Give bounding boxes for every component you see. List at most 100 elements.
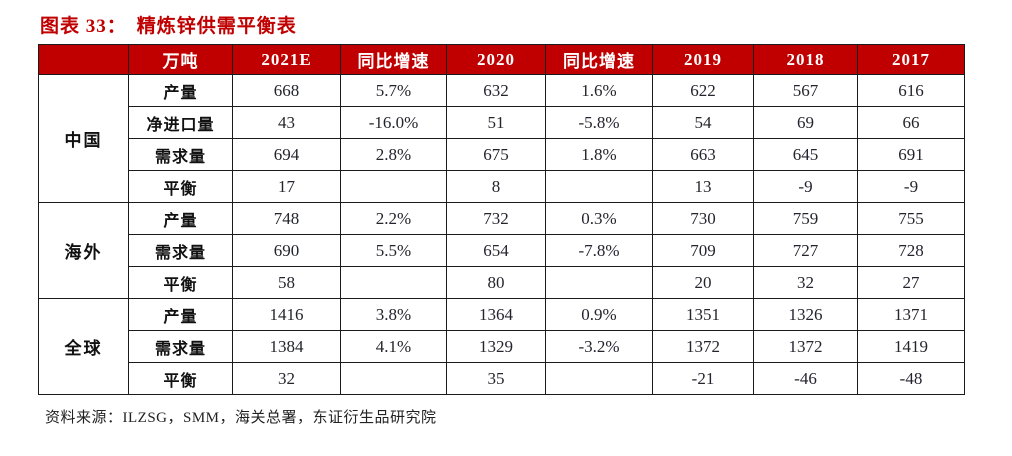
table-row: 平衡 17 8 13 -9 -9 — [39, 170, 965, 203]
value-cell: 663 — [652, 138, 754, 171]
figure-title: 图表 33： 精炼锌供需平衡表 — [40, 11, 297, 38]
column-header-blank — [38, 44, 129, 75]
metric-label-cell: 产量 — [128, 298, 233, 331]
value-cell — [545, 170, 653, 203]
value-cell: 1419 — [857, 330, 965, 363]
value-cell — [545, 362, 653, 395]
value-cell: 622 — [652, 74, 754, 107]
value-cell: 1326 — [753, 298, 858, 331]
metric-label-cell: 需求量 — [128, 330, 233, 363]
value-cell: 748 — [232, 202, 341, 235]
value-cell: -21 — [652, 362, 754, 395]
metric-label-cell: 需求量 — [128, 234, 233, 267]
value-cell — [340, 362, 447, 395]
value-cell: 27 — [857, 266, 965, 299]
value-cell — [545, 266, 653, 299]
table-row: 需求量 694 2.8% 675 1.8% 663 645 691 — [39, 138, 965, 171]
region-cell: 全球 — [38, 298, 129, 395]
metric-label-cell: 平衡 — [128, 170, 233, 203]
value-cell: 3.8% — [340, 298, 447, 331]
region-cell: 中国 — [38, 74, 129, 203]
column-header: 2017 — [857, 44, 965, 75]
value-cell: 668 — [232, 74, 341, 107]
value-cell: 632 — [446, 74, 546, 107]
column-header: 同比增速 — [545, 44, 653, 75]
metric-label-cell: 产量 — [128, 74, 233, 107]
value-cell: 616 — [857, 74, 965, 107]
value-cell: 727 — [753, 234, 858, 267]
value-cell: 4.1% — [340, 330, 447, 363]
table-row: 中国 产量 668 5.7% 632 1.6% 622 567 616 — [38, 74, 965, 203]
metric-label-cell: 产量 — [128, 202, 233, 235]
value-cell: -5.8% — [545, 106, 653, 139]
value-cell: 32 — [753, 266, 858, 299]
value-cell: 1372 — [753, 330, 858, 363]
value-cell: 2.8% — [340, 138, 447, 171]
table-row: 平衡 32 35 -21 -46 -48 — [39, 362, 965, 395]
value-cell — [340, 266, 447, 299]
table-row: 海外 产量 748 2.2% 732 0.3% 730 759 755 — [38, 202, 965, 299]
value-cell: 1416 — [232, 298, 341, 331]
value-cell: 20 — [652, 266, 754, 299]
column-header: 2020 — [446, 44, 546, 75]
value-cell: 66 — [857, 106, 965, 139]
value-cell: 0.3% — [545, 202, 653, 235]
metric-label-cell: 净进口量 — [128, 106, 233, 139]
value-cell: 1.8% — [545, 138, 653, 171]
source-note: 资料来源：ILZSG，SMM，海关总署，东证衍生品研究院 — [45, 410, 437, 426]
table-row: 需求量 690 5.5% 654 -7.8% 709 727 728 — [39, 234, 965, 267]
value-cell: 709 — [652, 234, 754, 267]
region-cell: 海外 — [38, 202, 129, 299]
value-cell: -46 — [753, 362, 858, 395]
value-cell: 654 — [446, 234, 546, 267]
value-cell: 2.2% — [340, 202, 447, 235]
metric-label-cell: 平衡 — [128, 266, 233, 299]
table-row: 净进口量 43 -16.0% 51 -5.8% 54 69 66 — [39, 106, 965, 139]
figure-number: 图表 33： — [40, 16, 127, 37]
value-cell: -7.8% — [545, 234, 653, 267]
value-cell: -16.0% — [340, 106, 447, 139]
table-header-row: 万吨 2021E 同比增速 2020 同比增速 2019 2018 2017 — [38, 44, 965, 75]
value-cell: 80 — [446, 266, 546, 299]
value-cell: 728 — [857, 234, 965, 267]
column-header: 同比增速 — [340, 44, 447, 75]
figure-title-text: 精炼锌供需平衡表 — [136, 16, 297, 37]
value-cell: 54 — [652, 106, 754, 139]
value-cell: 645 — [753, 138, 858, 171]
value-cell: 17 — [232, 170, 341, 203]
value-cell: 755 — [857, 202, 965, 235]
column-header: 2021E — [232, 44, 341, 75]
value-cell: 13 — [652, 170, 754, 203]
value-cell: 691 — [857, 138, 965, 171]
value-cell: 1329 — [446, 330, 546, 363]
value-cell: 567 — [753, 74, 858, 107]
value-cell: 69 — [753, 106, 858, 139]
value-cell: -3.2% — [545, 330, 653, 363]
value-cell: 0.9% — [545, 298, 653, 331]
table-row: 需求量 1384 4.1% 1329 -3.2% 1372 1372 1419 — [39, 330, 965, 363]
zinc-balance-table: 万吨 2021E 同比增速 2020 同比增速 2019 2018 2017 中国 产量 668 5… — [38, 44, 965, 395]
value-cell: 35 — [446, 362, 546, 395]
value-cell: 732 — [446, 202, 546, 235]
value-cell: 32 — [232, 362, 341, 395]
value-cell: 5.7% — [340, 74, 447, 107]
value-cell: 43 — [232, 106, 341, 139]
value-cell: 58 — [232, 266, 341, 299]
value-cell: -9 — [857, 170, 965, 203]
value-cell: 759 — [753, 202, 858, 235]
value-cell: 1364 — [446, 298, 546, 331]
value-cell: 690 — [232, 234, 341, 267]
value-cell: 1372 — [652, 330, 754, 363]
value-cell: -9 — [753, 170, 858, 203]
value-cell: 8 — [446, 170, 546, 203]
value-cell: 694 — [232, 138, 341, 171]
column-header: 2018 — [753, 44, 858, 75]
value-cell: 1371 — [857, 298, 965, 331]
value-cell — [340, 170, 447, 203]
value-cell: 1351 — [652, 298, 754, 331]
metric-label-cell: 需求量 — [128, 138, 233, 171]
table-row: 全球 产量 1416 3.8% 1364 0.9% 1351 1326 1371 — [38, 298, 965, 395]
value-cell: 1384 — [232, 330, 341, 363]
value-cell: -48 — [857, 362, 965, 395]
